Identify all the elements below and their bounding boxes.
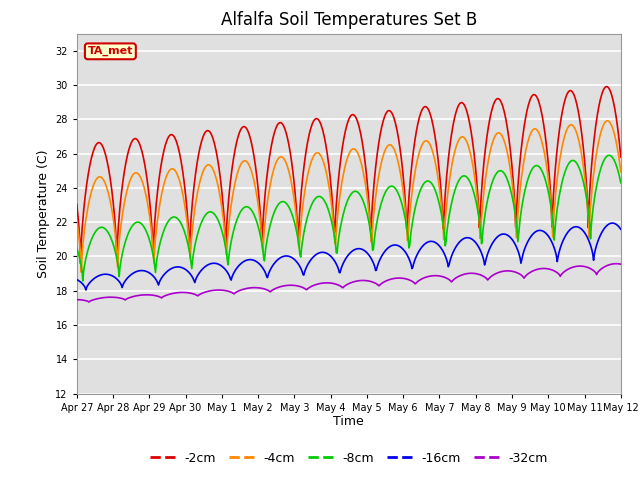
Y-axis label: Soil Temperature (C): Soil Temperature (C) xyxy=(36,149,50,278)
X-axis label: Time: Time xyxy=(333,415,364,429)
Legend: -2cm, -4cm, -8cm, -16cm, -32cm: -2cm, -4cm, -8cm, -16cm, -32cm xyxy=(145,447,553,469)
Text: TA_met: TA_met xyxy=(88,46,133,57)
Title: Alfalfa Soil Temperatures Set B: Alfalfa Soil Temperatures Set B xyxy=(221,11,477,29)
